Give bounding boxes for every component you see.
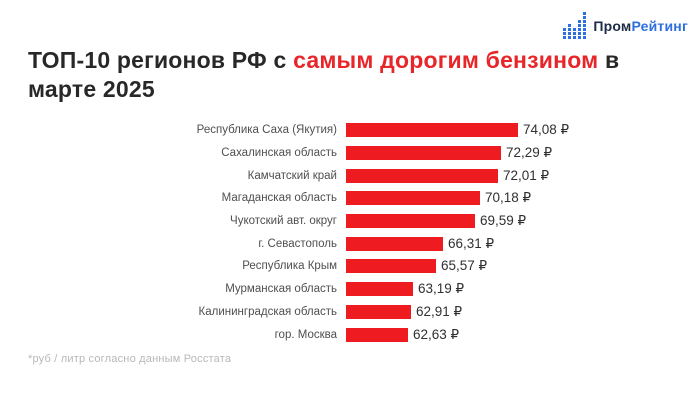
value-label: 62,63 ₽	[413, 326, 460, 342]
chart-row: Камчатский край 72,01 ₽	[28, 164, 569, 187]
logo-icon-column	[583, 12, 587, 39]
chart-row: Республика Крым 65,57 ₽	[28, 255, 569, 278]
region-label: Республика Саха (Якутия)	[196, 124, 337, 137]
region-label: Мурманская область	[225, 283, 337, 296]
logo-icon-dot	[578, 32, 582, 35]
logo-icon-dot	[583, 28, 587, 31]
value-label: 72,01 ₽	[503, 167, 550, 183]
chart-row: Магаданская область 70,18 ₽	[28, 187, 569, 210]
bar	[346, 191, 480, 206]
logo-icon-dot	[583, 20, 587, 23]
value-label: 62,91 ₽	[416, 303, 463, 319]
bar	[346, 146, 501, 161]
logo-icon-dot	[583, 36, 587, 39]
region-label: Республика Крым	[242, 260, 337, 273]
logo-icon-dot	[568, 36, 572, 39]
logo-icon-dot	[583, 16, 587, 19]
logo-icon-dot	[583, 24, 587, 27]
logo-text-primary: Пром	[593, 17, 632, 34]
logo-icon-dot	[578, 20, 582, 23]
bar	[346, 259, 436, 274]
value-label: 66,31 ₽	[448, 235, 495, 251]
logo-icon-column	[568, 24, 572, 39]
logo-icon-dot	[563, 28, 567, 31]
value-label: 72,29 ₽	[506, 145, 553, 161]
page-title: ТОП-10 регионов РФ с самым дорогим бензи…	[28, 46, 668, 104]
logo-icon-dot	[573, 28, 577, 31]
chart-row: г. Севастополь 66,31 ₽	[28, 232, 569, 255]
region-label: г. Севастополь	[258, 237, 337, 250]
chart-row: гор. Москва 62,63 ₽	[28, 323, 569, 346]
logo-icon-column	[563, 28, 567, 39]
logo-text-secondary: Рейтинг	[631, 17, 688, 34]
dotted-bar-chart-icon	[563, 12, 587, 39]
chart-row: Мурманская область 63,19 ₽	[28, 278, 569, 301]
region-label: Сахалинская область	[221, 147, 337, 160]
logo-icon-column	[578, 20, 582, 39]
bar	[346, 123, 518, 138]
region-label: гор. Москва	[274, 328, 337, 341]
bar	[346, 236, 443, 251]
bar	[346, 327, 408, 342]
logo-icon-dot	[578, 24, 582, 27]
value-label: 74,08 ₽	[523, 122, 570, 138]
logo-icon-dot	[573, 36, 577, 39]
logo-icon-dot	[568, 28, 572, 31]
logo-icon-dot	[583, 12, 587, 15]
value-label: 70,18 ₽	[485, 190, 532, 206]
chart-row: Сахалинская область 72,29 ₽	[28, 142, 569, 165]
bar	[346, 304, 411, 319]
logo-text: ПромРейтинг	[593, 18, 688, 34]
logo-icon-column	[573, 28, 577, 39]
bar	[346, 168, 498, 183]
logo-icon-dot	[573, 32, 577, 35]
bar	[346, 214, 475, 229]
logo-icon-dot	[568, 32, 572, 35]
chart-row: Республика Саха (Якутия) 74,08 ₽	[28, 119, 569, 142]
logo-icon-dot	[578, 36, 582, 39]
region-label: Калининградская область	[198, 305, 337, 318]
chart-row: Калининградская область 62,91 ₽	[28, 301, 569, 324]
value-label: 63,19 ₽	[418, 281, 465, 297]
footnote: *руб / литр согласно данным Росстата	[28, 353, 232, 365]
region-label: Камчатский край	[247, 169, 337, 182]
title-suffix: в	[598, 47, 620, 73]
logo-icon-dot	[583, 32, 587, 35]
bar	[346, 282, 413, 297]
bar-chart: Республика Саха (Якутия) 74,08 ₽ Сахалинск…	[28, 119, 569, 346]
value-label: 65,57 ₽	[441, 258, 488, 274]
logo-icon-dot	[563, 36, 567, 39]
region-label: Чукотский авт. округ	[230, 215, 337, 228]
chart-row: Чукотский авт. округ 69,59 ₽	[28, 210, 569, 233]
logo-icon-dot	[568, 24, 572, 27]
logo-icon-dot	[578, 28, 582, 31]
title-highlight: самым дорогим бензином	[293, 47, 599, 73]
region-label: Магаданская область	[221, 192, 337, 205]
logo-icon-dot	[563, 32, 567, 35]
promrating-logo: ПромРейтинг	[563, 12, 688, 39]
value-label: 69,59 ₽	[480, 213, 527, 229]
title-line2: марте 2025	[28, 76, 155, 102]
title-prefix: ТОП-10 регионов РФ с	[28, 47, 294, 73]
